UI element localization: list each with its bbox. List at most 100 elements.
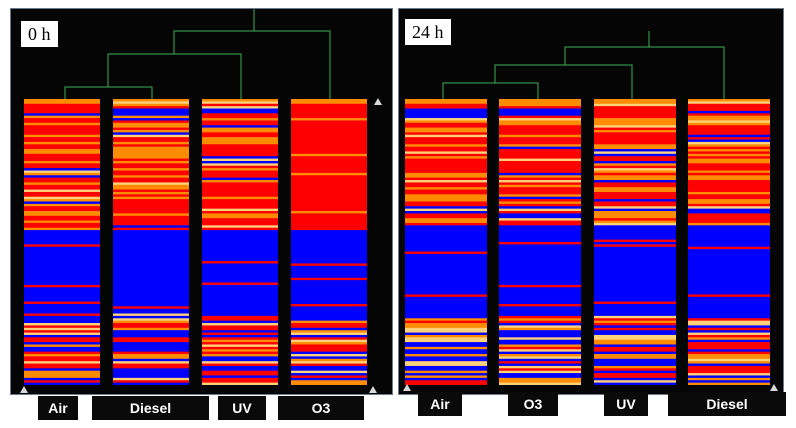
heatmap-cell bbox=[499, 139, 581, 143]
column-label-o3-0h: O3 bbox=[278, 396, 364, 420]
heatmap-cell bbox=[24, 289, 100, 293]
heatmap-cell bbox=[499, 110, 581, 114]
heatmap-cell bbox=[291, 191, 367, 195]
heatmap-cell bbox=[291, 373, 367, 377]
heatmap-cell bbox=[291, 184, 367, 188]
heatmap-cell bbox=[594, 139, 676, 143]
heatmap-cell bbox=[291, 382, 367, 385]
heatmap-cell bbox=[113, 139, 189, 143]
heatmap-cell bbox=[291, 358, 367, 362]
heatmap-cell bbox=[24, 272, 100, 276]
heatmap-cell bbox=[405, 373, 487, 377]
heatmap-cell bbox=[499, 141, 581, 145]
heatmap-cell bbox=[405, 332, 487, 336]
heatmap-cell bbox=[113, 292, 189, 296]
heatmap-cell bbox=[499, 303, 581, 307]
heatmap-cell bbox=[291, 354, 367, 357]
heatmap-cell bbox=[499, 129, 581, 133]
heatmap-cell bbox=[24, 134, 100, 138]
heatmap-cell bbox=[594, 120, 676, 124]
heatmap-cell bbox=[24, 346, 100, 350]
heatmap-cell bbox=[113, 168, 189, 172]
heatmap-cell bbox=[499, 363, 581, 367]
heatmap-cell bbox=[688, 99, 770, 102]
heatmap-cell bbox=[202, 132, 278, 136]
heatmap-cell bbox=[405, 265, 487, 269]
heatmap-cell bbox=[405, 275, 487, 279]
heatmap-cell bbox=[24, 370, 100, 374]
heatmap-cell bbox=[202, 323, 278, 327]
heatmap-cell bbox=[113, 311, 189, 315]
heatmap-cell bbox=[499, 282, 581, 286]
heatmap-cell bbox=[291, 301, 367, 305]
heatmap-cell bbox=[405, 160, 487, 164]
heatmap-cell bbox=[113, 110, 189, 114]
heatmap-cell bbox=[113, 289, 189, 293]
heatmap-cell bbox=[202, 294, 278, 298]
heatmap-cell bbox=[113, 272, 189, 276]
heatmap-cell bbox=[405, 242, 487, 245]
heatmap-cell bbox=[291, 122, 367, 126]
heatmap-cell bbox=[24, 146, 100, 150]
heatmap-cell bbox=[594, 106, 676, 110]
corner-marker-icon bbox=[770, 384, 778, 391]
heatmap-cell bbox=[594, 165, 676, 169]
heatmap-cell bbox=[594, 284, 676, 288]
heatmap-cell bbox=[594, 263, 676, 267]
heatmap-cell bbox=[24, 234, 100, 238]
heatmap-cell bbox=[405, 237, 487, 241]
column-label-uv-24h: UV bbox=[604, 392, 648, 416]
heatmap-cell bbox=[24, 180, 100, 184]
heatmap-cell bbox=[688, 268, 770, 272]
heatmap-cell bbox=[688, 261, 770, 265]
heatmap-column-o3-0h bbox=[291, 99, 367, 385]
heatmap-cell bbox=[688, 191, 770, 195]
heatmap-cell bbox=[202, 356, 278, 360]
heatmap-cell bbox=[688, 127, 770, 131]
heatmap-cell bbox=[113, 194, 189, 198]
heatmap-cell bbox=[24, 306, 100, 310]
heatmap-cell bbox=[499, 165, 581, 169]
heatmap-cell bbox=[24, 299, 100, 303]
heatmap-cell bbox=[291, 361, 367, 365]
heatmap-cell bbox=[291, 342, 367, 346]
heatmap-cell bbox=[405, 239, 487, 243]
heatmap-cell bbox=[594, 160, 676, 164]
heatmap-cell bbox=[499, 218, 581, 222]
heatmap-cell bbox=[202, 120, 278, 124]
heatmap-cell bbox=[113, 170, 189, 174]
heatmap-cell bbox=[202, 289, 278, 293]
heatmap-cell bbox=[202, 172, 278, 176]
heatmap-cell bbox=[594, 251, 676, 255]
heatmap-cell bbox=[291, 180, 367, 184]
heatmap-cell bbox=[688, 232, 770, 236]
heatmap-cell bbox=[405, 187, 487, 191]
heatmap-cell bbox=[594, 330, 676, 334]
heatmap-cell bbox=[499, 182, 581, 186]
heatmap-cell bbox=[594, 275, 676, 279]
heatmap-cell bbox=[594, 370, 676, 374]
heatmap-cell bbox=[594, 325, 676, 329]
heatmap-cell bbox=[291, 129, 367, 133]
corner-marker-icon bbox=[20, 386, 28, 393]
heatmap-cell bbox=[499, 365, 581, 369]
heatmap-cell bbox=[113, 132, 189, 136]
heatmap-cell bbox=[113, 230, 189, 234]
heatmap-cell bbox=[499, 227, 581, 231]
heatmap-cell bbox=[688, 120, 770, 124]
heatmap-cell bbox=[499, 189, 581, 193]
heatmap-cell bbox=[688, 270, 770, 274]
heatmap-cell bbox=[291, 344, 367, 348]
heatmap-cell bbox=[113, 182, 189, 186]
heatmap-cell bbox=[405, 261, 487, 265]
heatmap-cell bbox=[291, 318, 367, 322]
heatmap-cell bbox=[499, 246, 581, 250]
heatmap-column-uv-24h bbox=[594, 99, 676, 385]
heatmap-cell bbox=[405, 99, 487, 102]
heatmap-cell bbox=[24, 356, 100, 360]
heatmap-cell bbox=[499, 280, 581, 284]
heatmap-column-uv-0h bbox=[202, 99, 278, 385]
heatmap-cell bbox=[405, 342, 487, 346]
heatmap-cell bbox=[594, 344, 676, 348]
heatmap-cell bbox=[291, 158, 367, 162]
